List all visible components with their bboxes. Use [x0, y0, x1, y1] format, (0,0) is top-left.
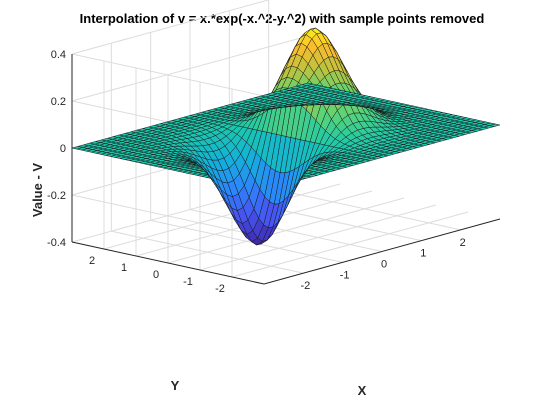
x-tick-label: 0 — [381, 259, 387, 271]
x-tick-label: -1 — [340, 269, 350, 281]
y-tick-label: 2 — [89, 255, 95, 267]
z-tick-label: 0 — [60, 143, 66, 155]
y-tick-label: 1 — [121, 262, 127, 274]
z-tick-label: -0.4 — [47, 237, 66, 249]
tick-labels: -2 -1 0 1 2 2 1 0 -1 -2 0.4 0.2 0 -0.2 -0.4 — [47, 49, 466, 295]
y-tick-label: 0 — [153, 269, 159, 281]
x-axis-label: X — [358, 383, 367, 398]
y-axis-line — [71, 241, 265, 285]
surface-face — [71, 146, 83, 150]
surface-mesh — [71, 27, 501, 246]
y-tick-label: -1 — [183, 276, 193, 288]
x-gridline — [111, 230, 304, 274]
x-tick-label: 2 — [460, 237, 466, 249]
x-gridline — [189, 209, 383, 252]
z-tick-label: 0.2 — [51, 96, 66, 108]
x-axis-line — [263, 218, 501, 285]
x-gridline — [150, 219, 343, 263]
z-axis-label: Value - V — [30, 163, 45, 218]
z-tick-label: -0.2 — [47, 190, 66, 202]
z-tick-label: 0.4 — [51, 49, 66, 61]
y-axis-label: Y — [171, 378, 180, 393]
x-tick-label: 1 — [420, 248, 426, 260]
y-tick-label: -2 — [215, 283, 225, 295]
x-gridline — [268, 187, 461, 231]
chart-title: Interpolation of v = x.*exp(-x.^2-y.^2) … — [80, 11, 485, 26]
x-tick-label: -2 — [300, 280, 310, 292]
